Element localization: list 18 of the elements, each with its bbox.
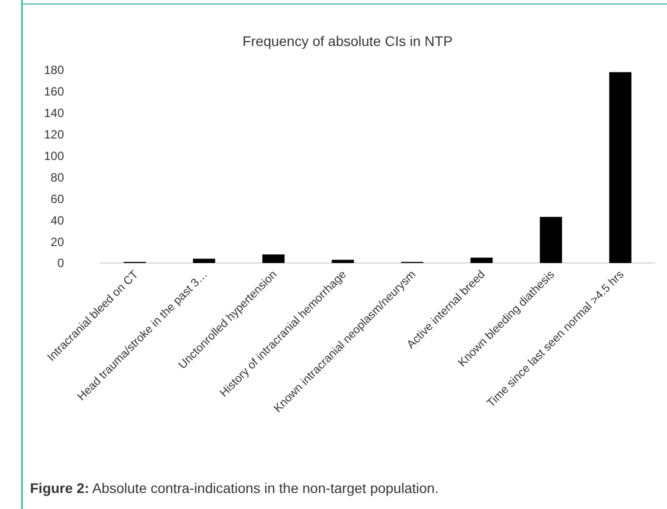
y-tick-label: 40: [50, 213, 64, 228]
caption: Figure 2: Absolute contra-indications in the non-target population.: [30, 480, 439, 496]
bar: [470, 258, 493, 263]
y-tick-label: 80: [50, 170, 64, 184]
y-tick-label: 160: [44, 84, 64, 99]
y-tick-label: 0: [57, 256, 64, 270]
bar: [540, 216, 562, 263]
bar: [262, 254, 285, 263]
y-tick-label: 180: [44, 63, 64, 78]
bar: [332, 260, 354, 263]
y-tick-label: 140: [44, 106, 64, 120]
chart-title: Frequency of absolute CIs in NTP: [242, 33, 453, 49]
bar: [192, 258, 216, 263]
y-tick-label: 20: [50, 234, 64, 249]
bar: [609, 72, 632, 263]
y-tick-label: 100: [44, 148, 64, 163]
y-tick-label: 120: [44, 128, 64, 142]
y-tick-label: 60: [50, 192, 64, 206]
